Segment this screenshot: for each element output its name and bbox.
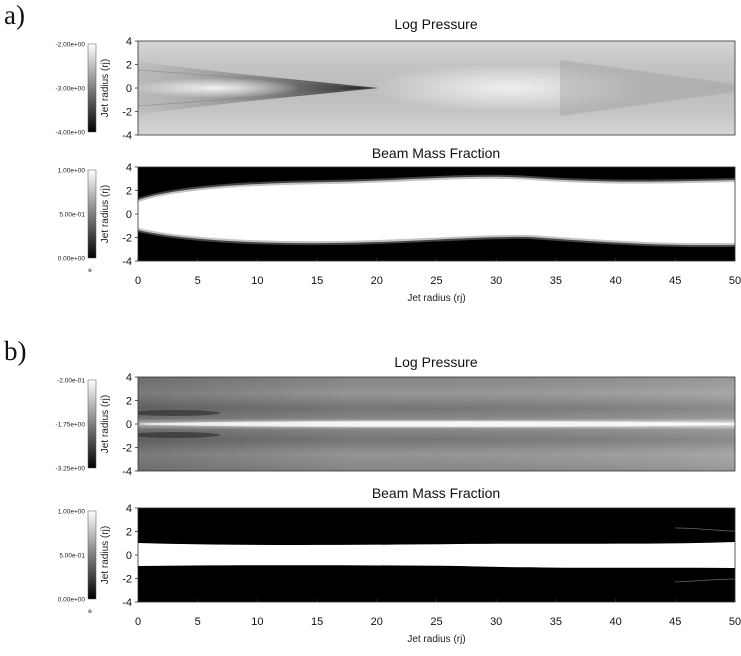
panel-a-log-pressure-ylabel: Jet radius (rj) <box>100 59 111 117</box>
panel-a-xtick-label: 30 <box>490 275 502 287</box>
panel-b-beam-mass-fraction-colorbar-tick: 1.00e+00 <box>58 509 86 516</box>
panel-b-xtick-label: 35 <box>550 616 562 628</box>
panel-b-beam-mass-fraction-ytick-label: 0 <box>126 550 132 562</box>
panel-b-xtick-label: 45 <box>669 616 681 628</box>
panel-a-log-pressure-ytick-label: 4 <box>126 36 132 48</box>
panel-b-beam-mass-fraction-colorbar-tick: 0.00e+00 <box>58 597 86 604</box>
panel-a-log-pressure-ytick-label: 0 <box>126 83 132 95</box>
panel-a-beam-mass-fraction-ytick-label: 2 <box>126 186 132 198</box>
panel-b-beam-mass-fraction-colorbar <box>87 510 97 600</box>
panel-b-beam-mass-fraction-title: Beam Mass Fraction <box>372 485 500 501</box>
panel-a-xtick-label: 5 <box>195 275 201 287</box>
panel-b-log-pressure-colorbar-tick: -2.00e-01 <box>57 378 85 385</box>
panel-a-beam-mass-fraction-ytick-label: -2 <box>122 233 132 245</box>
panel-a-xlabel: Jet radius (rj) <box>407 293 465 304</box>
panel-a-xtick-label: 20 <box>371 275 383 287</box>
panel-a-xtick-label: 0 <box>135 275 141 287</box>
panel-b-xtick-label: 10 <box>251 616 263 628</box>
panel-b-label: b) <box>4 336 27 366</box>
panel-b-log-pressure-ylabel: Jet radius (rj) <box>100 395 111 453</box>
panel-b-log-pressure-ytick-label: 2 <box>126 396 132 408</box>
panel-b-beam-mass-fraction-colorbar-tick: 5.00e-01 <box>59 553 85 560</box>
panel-b-log-pressure-title: Log Pressure <box>394 354 477 370</box>
panel-b-beam-mass-fraction-ytick-label: 4 <box>126 503 132 515</box>
panel-b-xtick-label: 20 <box>371 616 383 628</box>
panel-b-beam-mass-fraction-ytick-label: -2 <box>122 574 132 586</box>
panel-b-xtick-label: 30 <box>490 616 502 628</box>
panel-b-log-pressure-colorbar-tick: -3.25e+00 <box>56 466 86 473</box>
panel-b-xtick-label: 25 <box>430 616 442 628</box>
panel-b-xtick-label: 50 <box>729 616 741 628</box>
panel-b-beam-mass-fraction-heatmap <box>138 508 735 602</box>
panel-b-log-pressure-heatmap <box>138 377 735 471</box>
panel-a-beam-mass-fraction-heatmap <box>138 167 735 261</box>
panel-b-log-pressure-ytick-label: -2 <box>122 443 132 455</box>
panel-a-beam-mass-fraction-colorbar-tick: 5.00e-01 <box>59 212 85 219</box>
panel-a-beam-mass-fraction-colorbar-tick: 1.00e+00 <box>58 168 86 175</box>
panel-a-label: a) <box>4 0 25 30</box>
panel-b-beam-mass-fraction-colorbar-extra: e <box>88 608 92 615</box>
panel-b-log-pressure-ytick-label: 0 <box>126 419 132 431</box>
panel-a-log-pressure-ytick-label: -4 <box>122 130 132 142</box>
panel-b-beam-mass-fraction-ytick-label: 2 <box>126 527 132 539</box>
panel-a-log-pressure-ytick-label: -2 <box>122 107 132 119</box>
panel-a-beam-mass-fraction-ytick-label: -4 <box>122 256 132 268</box>
panel-a-xtick-label: 45 <box>669 275 681 287</box>
panel-b-xtick-label: 5 <box>195 616 201 628</box>
panel-b-log-pressure-colorbar-tick: -1.75e+00 <box>56 422 86 429</box>
panel-a-log-pressure-ytick-label: 2 <box>126 60 132 72</box>
panel-a-beam-mass-fraction-colorbar <box>87 169 97 259</box>
panel-b-log-pressure-colorbar <box>87 379 97 469</box>
panel-a-log-pressure-colorbar-tick: -2.00e+00 <box>56 42 86 49</box>
panel-b-log-pressure-ytick-label: -4 <box>122 466 132 478</box>
panel-a-xtick-label: 25 <box>430 275 442 287</box>
panel-a-log-pressure-colorbar-tick: -3.00e+00 <box>56 86 86 93</box>
panel-a-beam-mass-fraction-ylabel: Jet radius (rj) <box>100 185 111 243</box>
panel-a-xtick-label: 35 <box>550 275 562 287</box>
panel-b-beam-mass-fraction-ytick-label: -4 <box>122 597 132 609</box>
panel-a-log-pressure-heatmap <box>138 41 735 135</box>
panel-a-log-pressure-title: Log Pressure <box>394 16 477 32</box>
panel-a-beam-mass-fraction-colorbar-extra: e <box>88 267 92 274</box>
panel-a-xtick-label: 40 <box>609 275 621 287</box>
panel-b-log-pressure-ytick-label: 4 <box>126 372 132 384</box>
panel-a-log-pressure-colorbar <box>87 43 97 133</box>
panel-b-xtick-label: 0 <box>135 616 141 628</box>
panel-a-xtick-label: 10 <box>251 275 263 287</box>
panel-b-xtick-label: 15 <box>311 616 323 628</box>
panel-b-xlabel: Jet radius (rj) <box>407 634 465 645</box>
panel-a-xtick-label: 15 <box>311 275 323 287</box>
panel-a-beam-mass-fraction-colorbar-tick: 0.00e+00 <box>58 256 86 263</box>
panel-b-beam-mass-fraction-ylabel: Jet radius (rj) <box>100 526 111 584</box>
panel-b-xtick-label: 40 <box>609 616 621 628</box>
panel-a-beam-mass-fraction-ytick-label: 4 <box>126 162 132 174</box>
panel-a-beam-mass-fraction-ytick-label: 0 <box>126 209 132 221</box>
panel-a-log-pressure-colorbar-tick: -4.00e+00 <box>56 130 86 137</box>
panel-a-beam-mass-fraction-title: Beam Mass Fraction <box>372 145 500 161</box>
panel-a-xtick-label: 50 <box>729 275 741 287</box>
